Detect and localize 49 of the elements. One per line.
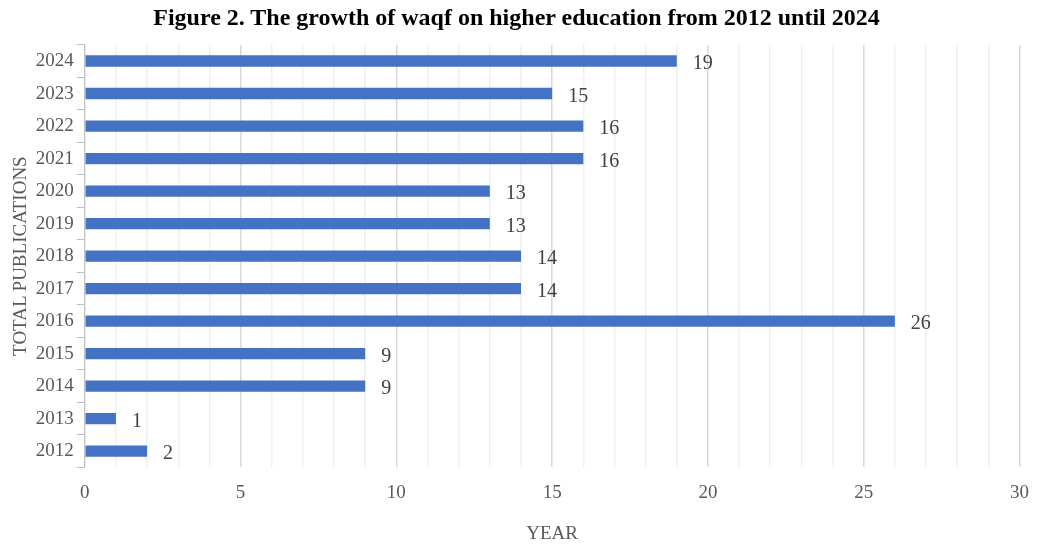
y-tick-label: 2021 xyxy=(35,146,74,168)
y-tick-label: 2015 xyxy=(35,341,74,363)
x-tick-label: 15 xyxy=(542,480,562,502)
bar xyxy=(85,445,148,457)
bar xyxy=(85,282,521,295)
x-tick-label: 0 xyxy=(80,480,90,502)
data-label: 15 xyxy=(568,83,589,106)
data-label: 9 xyxy=(381,343,392,366)
data-label: 13 xyxy=(505,181,526,204)
y-tick-label: 2017 xyxy=(35,276,74,298)
bar xyxy=(85,185,490,197)
data-label: 14 xyxy=(536,278,557,301)
bar xyxy=(85,152,584,165)
data-label: 1 xyxy=(131,408,142,431)
data-label: 14 xyxy=(536,246,557,269)
chart-title: Figure 2. The growth of waqf on higher education from 2012 until 2024 xyxy=(153,3,880,30)
data-label: 26 xyxy=(910,311,931,334)
y-tick-label: 2019 xyxy=(35,211,74,233)
x-tick-label: 20 xyxy=(698,480,718,502)
bar xyxy=(85,217,490,230)
bar xyxy=(85,380,366,392)
bar xyxy=(85,120,584,132)
bar xyxy=(85,315,895,327)
y-tick-label: 2023 xyxy=(35,81,74,103)
data-label: 2 xyxy=(163,441,174,464)
x-tick-label: 25 xyxy=(854,480,874,502)
data-label: 9 xyxy=(381,376,392,399)
x-tick-label: 5 xyxy=(235,480,246,502)
y-tick-label: 2014 xyxy=(35,374,75,396)
data-label: 16 xyxy=(599,116,620,139)
bar xyxy=(85,55,677,67)
x-axis-title: YEAR xyxy=(526,521,579,543)
y-tick-label: 2022 xyxy=(35,114,74,136)
data-label: 13 xyxy=(505,213,526,236)
y-tick-label: 2018 xyxy=(35,244,74,266)
bar xyxy=(85,347,366,360)
y-tick-label: 2020 xyxy=(35,179,74,201)
data-label: 19 xyxy=(692,51,713,74)
y-tick-label: 2013 xyxy=(35,406,74,428)
x-tick-label: 10 xyxy=(386,480,406,502)
y-tick-label: 2012 xyxy=(35,439,74,461)
bar xyxy=(85,250,521,262)
y-tick-label: 2016 xyxy=(35,309,74,331)
y-tick-label: 2024 xyxy=(35,49,75,71)
data-label: 16 xyxy=(599,148,620,171)
bar xyxy=(85,87,553,100)
y-axis-title: TOTAL PUBLICATIONS xyxy=(9,156,31,356)
x-tick-label: 30 xyxy=(1010,480,1029,502)
bar xyxy=(85,412,116,425)
